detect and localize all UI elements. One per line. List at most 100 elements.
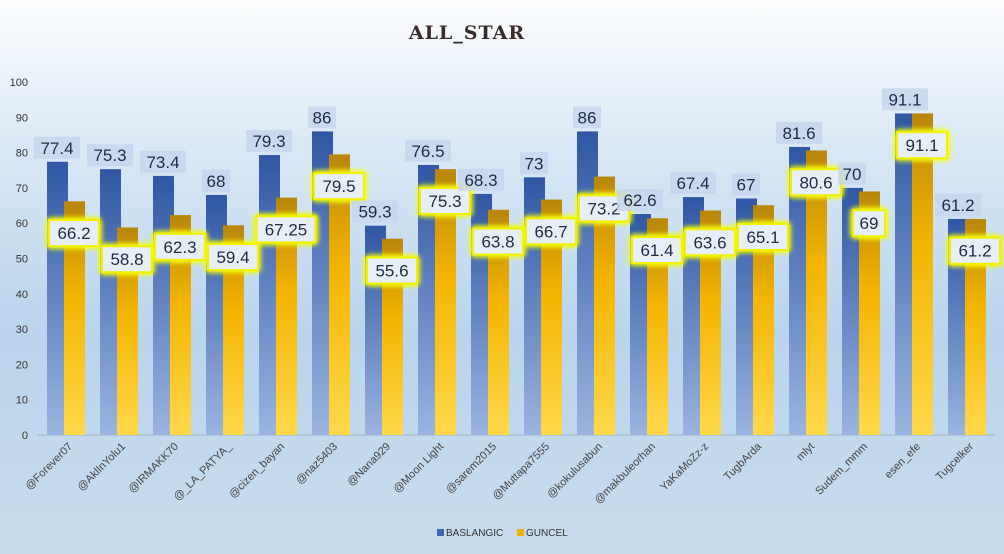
- bar-guncel: [912, 113, 933, 436]
- bar-guncel: [859, 191, 880, 435]
- x-category-label: YaKaMoZz-z: [658, 441, 711, 494]
- data-label-box: [255, 215, 317, 244]
- data-label-box: [246, 130, 292, 153]
- data-label-box: [737, 222, 789, 251]
- bar-baslangic: [630, 214, 651, 435]
- data-label-guncel: 79.5: [322, 177, 355, 196]
- data-label-baslangic: 81.6: [782, 124, 815, 143]
- data-label-baslangic: 91.1: [888, 90, 921, 109]
- x-category-label: @AklInYolu1: [75, 441, 128, 494]
- y-tick-label: 20: [16, 359, 28, 371]
- bar-baslangic: [100, 169, 121, 436]
- y-tick-label: 50: [16, 254, 28, 266]
- data-label-box: [313, 172, 365, 201]
- x-category-label: mlyt: [794, 441, 817, 464]
- bar-baslangic: [418, 164, 439, 435]
- data-label-baslangic: 79.3: [252, 132, 285, 151]
- data-label-box: [34, 136, 80, 159]
- data-label-guncel: 69: [860, 214, 879, 233]
- y-tick-label: 0: [22, 430, 28, 442]
- bar-guncel: [700, 210, 721, 435]
- data-label-baslangic: 67.4: [676, 174, 709, 193]
- data-label-guncel: 75.3: [428, 192, 461, 211]
- bar-guncel: [382, 238, 403, 435]
- x-category-label: @sarem2015: [444, 441, 499, 496]
- data-label-box: [154, 232, 206, 261]
- legend-label: GUNCEL: [526, 528, 568, 539]
- data-label-baslangic: 59.3: [358, 203, 391, 222]
- bar-baslangic: [736, 198, 757, 435]
- bar-guncel: [329, 154, 350, 436]
- x-category-label: Sudem_mmm: [813, 441, 870, 498]
- bar-baslangic: [948, 218, 969, 435]
- bar-baslangic: [842, 187, 863, 435]
- data-label-box: [935, 193, 981, 216]
- data-label-box: [405, 139, 451, 162]
- data-label-box: [458, 168, 504, 191]
- data-label-box: [140, 150, 186, 173]
- data-label-guncel: 91.1: [905, 136, 938, 155]
- data-label-box: [520, 152, 548, 175]
- bar-guncel: [647, 218, 668, 435]
- x-category-label: @IRMAKK70: [126, 441, 181, 496]
- y-tick-label: 40: [16, 289, 28, 301]
- bar-guncel: [753, 205, 774, 435]
- x-category-label: esen_efe: [883, 441, 923, 481]
- data-label-baslangic: 77.4: [40, 139, 73, 158]
- bar-guncel: [435, 169, 456, 436]
- data-label-box: [352, 200, 398, 223]
- data-label-box: [573, 106, 601, 129]
- x-category-label: @_LA_PATYA_: [171, 440, 234, 503]
- x-category-label: @Muttapa7555: [490, 441, 552, 503]
- legend-swatch: [517, 529, 524, 536]
- data-label-box: [617, 189, 663, 212]
- y-tick-label: 30: [16, 324, 28, 336]
- bar-guncel: [594, 176, 615, 435]
- bar-guncel: [965, 218, 986, 435]
- data-label-box: [48, 219, 100, 248]
- x-category-label: @naz5403: [294, 441, 340, 487]
- data-label-box: [776, 121, 822, 144]
- y-tick-label: 80: [16, 148, 28, 160]
- data-label-box: [882, 88, 928, 111]
- data-label-box: [896, 131, 948, 160]
- data-label-guncel: 55.6: [375, 262, 408, 281]
- bar-guncel: [64, 201, 85, 435]
- data-label-box: [101, 245, 153, 274]
- y-tick-label: 60: [16, 218, 28, 230]
- data-label-box: [419, 186, 471, 215]
- x-category-label: @Forever07: [23, 441, 75, 493]
- bar-guncel: [117, 227, 138, 435]
- data-label-box: [732, 173, 760, 196]
- data-label-box: [202, 169, 230, 192]
- y-tick-label: 90: [16, 112, 28, 124]
- legend-swatch: [437, 529, 444, 536]
- data-label-baslangic: 62.6: [623, 191, 656, 210]
- data-label-box: [207, 243, 259, 272]
- data-label-baslangic: 76.5: [411, 142, 444, 161]
- data-label-baslangic: 61.2: [941, 196, 974, 215]
- x-category-label: TugbArda: [722, 440, 765, 483]
- data-label-guncel: 63.8: [481, 233, 514, 252]
- x-category-label: @Moon Light: [391, 441, 446, 496]
- data-label-baslangic: 86: [578, 108, 597, 127]
- x-category-label: Tugcelker: [934, 440, 977, 483]
- bar-guncel: [806, 150, 827, 435]
- data-label-box: [838, 162, 866, 185]
- data-label-guncel: 73.2: [587, 199, 620, 218]
- bar-baslangic: [312, 131, 333, 436]
- data-label-guncel: 65.1: [746, 228, 779, 247]
- bar-guncel: [541, 199, 562, 435]
- data-label-box: [308, 106, 336, 129]
- data-label-guncel: 61.2: [958, 242, 991, 261]
- data-label-baslangic: 67: [737, 175, 756, 194]
- bar-guncel: [276, 197, 297, 435]
- y-tick-label: 70: [16, 183, 28, 195]
- x-category-label: @Nana929: [345, 441, 393, 489]
- data-label-guncel: 67.25: [265, 220, 308, 239]
- data-label-box: [525, 217, 577, 246]
- data-label-baslangic: 68: [207, 172, 226, 191]
- data-label-guncel: 80.6: [799, 173, 832, 192]
- data-label-guncel: 66.2: [57, 224, 90, 243]
